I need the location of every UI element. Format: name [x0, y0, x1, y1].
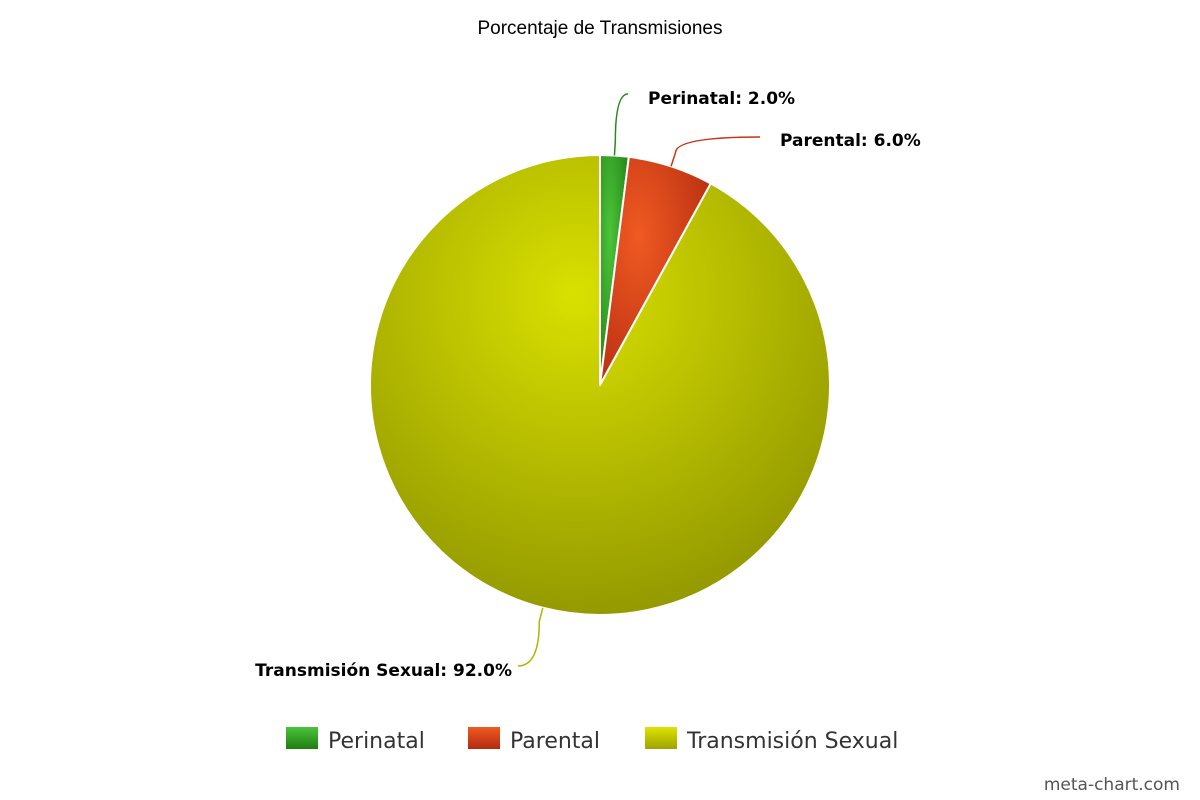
legend: Perinatal Parental Transmisión Sexual	[286, 727, 898, 754]
legend-label-transmision-sexual: Transmisión Sexual	[686, 729, 898, 754]
pie-slices	[369, 154, 831, 616]
legend-label-perinatal: Perinatal	[328, 729, 425, 754]
label-connectors	[517, 93, 761, 667]
legend-swatch-transmision-sexual	[645, 727, 677, 749]
data-label-perinatal: Perinatal: 2.0%	[648, 89, 795, 109]
connector-parental	[670, 136, 761, 167]
connector-transmision-sexual	[517, 607, 544, 667]
legend-item-transmision-sexual[interactable]: Transmisión Sexual	[645, 727, 898, 754]
legend-item-parental[interactable]: Parental	[468, 727, 600, 754]
watermark[interactable]: meta-chart.com	[1044, 775, 1180, 795]
legend-label-parental: Parental	[510, 729, 600, 754]
legend-item-perinatal[interactable]: Perinatal	[286, 727, 425, 754]
chart-title: Porcentaje de Transmisiones	[477, 18, 722, 39]
data-label-transmision-sexual: Transmisión Sexual: 92.0%	[255, 661, 512, 681]
data-label-parental: Parental: 6.0%	[780, 131, 921, 151]
pie-slice-transmision-sexual[interactable]	[369, 154, 831, 616]
legend-swatch-parental	[468, 727, 500, 749]
legend-swatch-perinatal	[286, 727, 318, 749]
connector-perinatal	[613, 93, 629, 156]
